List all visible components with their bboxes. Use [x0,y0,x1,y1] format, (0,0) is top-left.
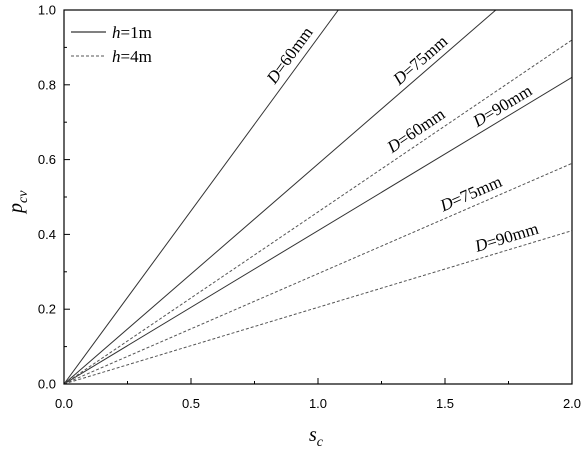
series-annotation-label: D=90mm [469,81,536,132]
x-tick-label: 0.0 [55,396,73,411]
series-line-2 [64,76,572,384]
x-axis-title: sc [309,424,324,450]
series-line-1 [64,10,497,384]
series-annotation: D=75mm [389,32,452,90]
legend-label-h4m: h=4m [112,47,152,66]
ticks-layer: 0.0 0.5 1.0 1.5 2.0 0.0 0.2 0.4 0.6 0.8 1.0 [38,3,581,412]
series-line-3 [64,39,572,384]
legend-label-h1m: h=1m [112,23,152,42]
y-tick-label: 0.2 [38,302,56,317]
x-tick-label: 0.5 [182,396,200,411]
y-tick-label: 0.8 [38,77,56,92]
series-line-4 [64,162,572,384]
y-tick-label: 0.6 [38,152,56,167]
series-line-0 [64,10,339,384]
x-tick-label: 1.0 [309,396,327,411]
series-annotation: D=90mm [469,81,536,132]
series-annotation: D=60mm [262,23,317,88]
plot-frame [63,9,573,385]
x-tick-label: 1.5 [436,396,454,411]
series-annotation-label: D=75mm [389,32,452,90]
y-tick-label: 1.0 [38,3,56,18]
y-tick-label: 0.4 [38,227,56,242]
series-layer [64,10,572,384]
series-annotation-label: D=75mm [436,172,504,216]
y-axis-title: pcv [5,190,31,215]
series-annotation-label: D=60mm [262,23,317,88]
x-tick-label: 2.0 [563,396,581,411]
series-annotation: D=75mm [436,172,504,216]
legend: h=1m h=4m [71,23,152,66]
series-line-5 [64,230,572,384]
y-tick-label: 0.0 [38,377,56,392]
